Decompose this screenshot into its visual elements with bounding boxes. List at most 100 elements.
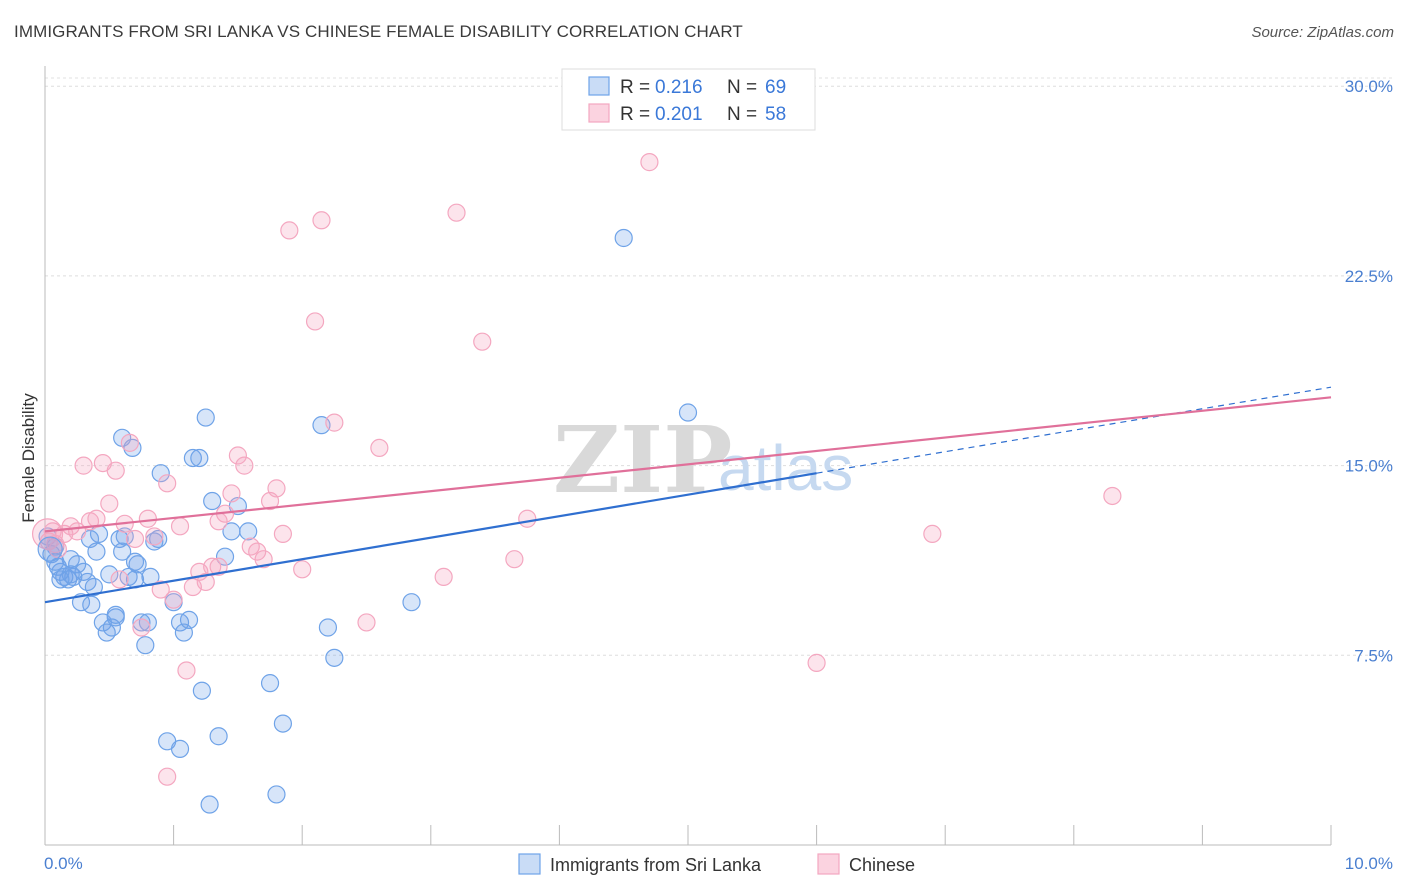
sri-lanka-point-51 bbox=[267, 785, 286, 804]
legend-r-value-2: 0.201 bbox=[655, 104, 703, 125]
sri-lanka-point-55 bbox=[614, 228, 633, 248]
sri-lanka-point-53 bbox=[325, 648, 344, 667]
chinese-point-20 bbox=[151, 580, 170, 599]
legend-r-label-1: R = bbox=[620, 77, 650, 98]
legend-n-value-2: 58 bbox=[765, 104, 786, 125]
sri-lanka-point-56 bbox=[678, 403, 698, 422]
y-tick-label-2: 22.5% bbox=[1345, 267, 1393, 286]
sri-lanka-point-28 bbox=[128, 555, 147, 574]
chinese-point-49 bbox=[473, 332, 492, 351]
sri-lanka-point-47 bbox=[215, 547, 235, 566]
chinese-point-50 bbox=[505, 550, 524, 569]
chinese-point-18 bbox=[138, 509, 157, 528]
sri-lanka-point-35 bbox=[151, 464, 170, 483]
chinese-trend-line bbox=[44, 396, 1332, 533]
chinese-point-38 bbox=[267, 479, 286, 498]
chinese-point-33 bbox=[235, 456, 254, 475]
chinese-point-19 bbox=[145, 527, 164, 546]
sri-lanka-point-19 bbox=[100, 565, 119, 584]
sri-lanka-point-14 bbox=[84, 577, 103, 597]
chinese-point-40 bbox=[280, 221, 299, 240]
sri-lanka-point-40 bbox=[179, 610, 199, 629]
bottom-legend-label-sri-lanka: Immigrants from Sri Lanka bbox=[550, 855, 762, 875]
watermark-atlas: atlas bbox=[718, 432, 853, 504]
sri-lanka-point-13 bbox=[82, 595, 101, 614]
sri-lanka-point-66 bbox=[170, 739, 190, 758]
chinese-point-42 bbox=[305, 312, 325, 331]
sri-lanka-point-58 bbox=[61, 565, 80, 584]
axes bbox=[44, 66, 1332, 846]
legend-r-value-1: 0.216 bbox=[655, 77, 703, 98]
legend-n-label-1: N = bbox=[727, 77, 757, 98]
chinese-point-39 bbox=[273, 524, 293, 544]
y-tick-label-0: 7.5% bbox=[1354, 646, 1393, 665]
chinese-point-31 bbox=[222, 484, 241, 503]
chinese-point-21 bbox=[158, 474, 177, 493]
bottom-legend-swatch-sri-lanka bbox=[518, 853, 541, 875]
chinese-point-36 bbox=[254, 550, 273, 569]
sri-lanka-point-9 bbox=[68, 555, 87, 574]
chinese-point-57 bbox=[209, 512, 228, 531]
chinese-point-24 bbox=[177, 661, 196, 680]
legend-swatch-chinese bbox=[588, 103, 610, 123]
chinese-point-41 bbox=[293, 560, 312, 579]
chinese-point-22 bbox=[164, 590, 183, 609]
sri-lanka-point-30 bbox=[136, 636, 155, 655]
chinese-point-32 bbox=[228, 446, 247, 465]
sri-lanka-point-29 bbox=[132, 613, 151, 632]
x-tick-labels: 0.0% 10.0% bbox=[44, 854, 1393, 873]
chart-title: IMMIGRANTS FROM SRI LANKA VS CHINESE FEM… bbox=[14, 22, 743, 41]
chinese-point-15 bbox=[120, 433, 139, 452]
chinese-cluster-point bbox=[31, 518, 64, 550]
chinese-point-9 bbox=[87, 509, 106, 528]
chinese-point-11 bbox=[100, 494, 119, 513]
legend-swatch-sri-lanka bbox=[588, 76, 610, 96]
chinese-point-53 bbox=[807, 653, 826, 672]
chinese-point-17 bbox=[132, 618, 151, 637]
legend-n-label-2: N = bbox=[727, 104, 757, 125]
chinese-point-23 bbox=[170, 517, 190, 536]
chinese-point-52 bbox=[640, 153, 659, 172]
sri-lanka-point-67 bbox=[318, 618, 338, 637]
sri-lanka-trend-extension bbox=[816, 386, 1332, 474]
sri-lanka-point-23 bbox=[113, 542, 132, 561]
sri-lanka-point-50 bbox=[239, 522, 258, 541]
data-points bbox=[31, 153, 1122, 814]
legend-box: R = 0.216 N = 69 R = 0.201 N = 58 bbox=[561, 68, 816, 131]
chinese-point-44 bbox=[325, 413, 344, 432]
chinese-point-35 bbox=[248, 542, 267, 561]
chinese-point-16 bbox=[125, 529, 145, 549]
y-tick-labels: 7.5% 15.0% 22.5% 30.0% bbox=[1345, 77, 1393, 665]
chinese-point-45 bbox=[357, 613, 376, 632]
sri-lanka-point-54 bbox=[402, 593, 421, 612]
sri-lanka-point-43 bbox=[192, 681, 211, 700]
chinese-point-13 bbox=[110, 570, 129, 589]
trend-lines bbox=[44, 386, 1332, 604]
chinese-point-55 bbox=[1103, 486, 1122, 506]
sri-lanka-point-62 bbox=[125, 552, 145, 571]
chinese-point-47 bbox=[434, 567, 453, 587]
chinese-point-43 bbox=[312, 211, 331, 230]
sri-lanka-point-45 bbox=[203, 491, 222, 511]
legend-n-value-1: 69 bbox=[765, 77, 786, 98]
sri-lanka-point-44 bbox=[196, 408, 215, 427]
chinese-point-56 bbox=[158, 767, 177, 786]
sri-lanka-point-65 bbox=[260, 674, 280, 693]
watermark: ZIP atlas bbox=[553, 406, 853, 514]
chinese-point-48 bbox=[447, 203, 466, 222]
sri-lanka-point-6 bbox=[59, 570, 78, 589]
chinese-point-51 bbox=[518, 509, 537, 528]
chinese-point-27 bbox=[196, 572, 215, 592]
bottom-legend-swatch-chinese bbox=[817, 853, 840, 875]
sri-lanka-point-18 bbox=[97, 623, 116, 642]
x-tick-label-1: 10.0% bbox=[1345, 854, 1393, 873]
chinese-point-7 bbox=[74, 456, 93, 475]
sri-lanka-point-42 bbox=[190, 448, 209, 468]
chinese-point-54 bbox=[923, 524, 942, 544]
chinese-point-46 bbox=[370, 438, 389, 458]
sri-lanka-point-64 bbox=[273, 714, 293, 733]
legend-r-label-2: R = bbox=[620, 104, 650, 125]
sri-lanka-trend-line bbox=[44, 472, 817, 604]
chinese-point-12 bbox=[106, 461, 125, 480]
